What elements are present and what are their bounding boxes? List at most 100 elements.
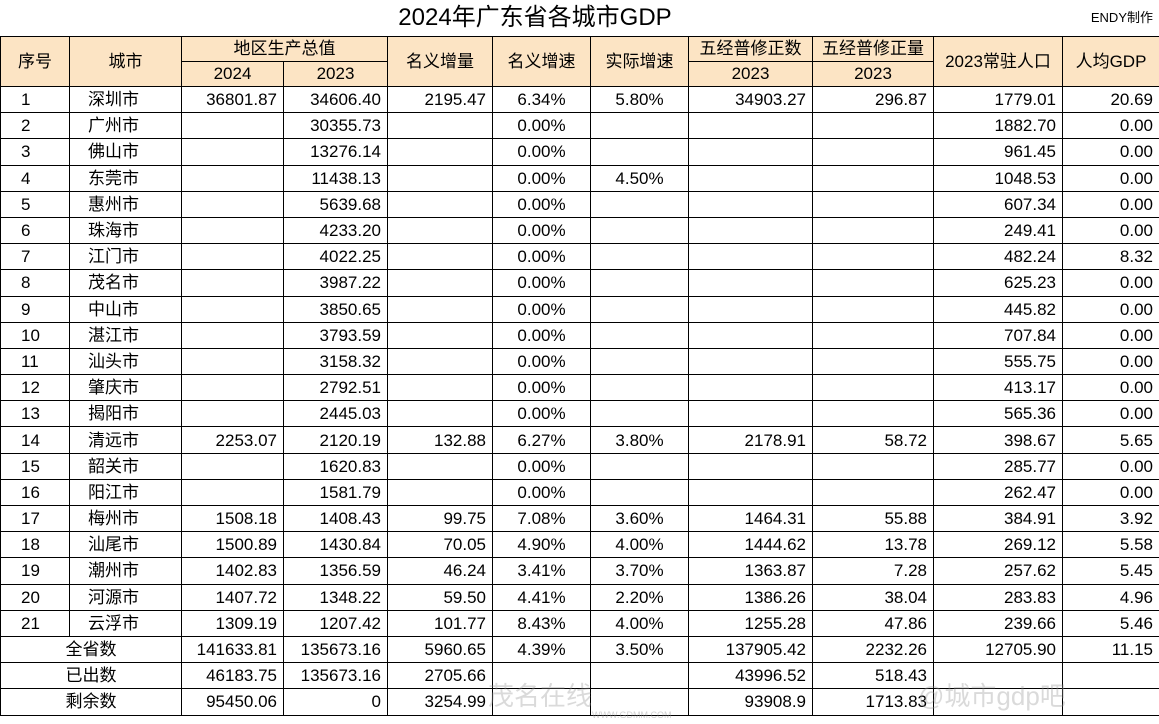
cell-gdp-2023: 13276.14	[283, 138, 388, 166]
cell-per-capita: 0.00	[1062, 400, 1159, 428]
cell-real-growth	[590, 112, 689, 140]
cell-revised-value	[688, 347, 813, 376]
cell-gdp-2024	[181, 112, 284, 140]
cell-real-growth: 4.50%	[590, 164, 689, 192]
table-row: 10 湛江市 3793.59 0.00% 707.84 0.00	[0, 321, 1159, 349]
cell-gdp-2023: 3987.22	[283, 269, 388, 297]
cell-revised-amount: 58.72	[812, 426, 934, 454]
cell-revised-amount	[812, 321, 934, 349]
summary-cell-gdp-2023: 0	[283, 688, 388, 716]
table-row: 4 东莞市 11438.13 0.00% 4.50% 1048.53 0.00	[0, 164, 1159, 192]
summary-cell-gdp-2024: 95450.06	[181, 688, 284, 716]
cell-gdp-2023: 1207.42	[283, 609, 388, 637]
cell-city: 河源市	[69, 583, 182, 611]
cell-city: 韶关市	[69, 452, 182, 480]
cell-nominal-growth: 3.41%	[492, 557, 591, 585]
cell-per-capita: 5.65	[1062, 426, 1159, 454]
summary-cell-per-capita: 11.15	[1062, 635, 1159, 664]
cell-nominal-increase	[387, 216, 493, 245]
table-row: 1 深圳市 36801.87 34606.40 2195.47 6.34% 5.80% 349…	[0, 85, 1159, 114]
cell-revised-amount	[812, 164, 934, 192]
gdp-table: 序号 城市 地区生产总值 名义增量 名义增速 实际增速 五经普修正数 五经普修正…	[0, 36, 1159, 716]
cell-city: 肇庆市	[69, 374, 182, 402]
cell-gdp-2023: 1408.43	[283, 504, 388, 533]
cell-gdp-2024	[181, 269, 284, 297]
cell-nominal-increase	[387, 374, 493, 402]
cell-revised-value	[688, 138, 813, 166]
summary-cell-revised-value: 137905.42	[688, 635, 813, 664]
cell-real-growth	[590, 347, 689, 376]
cell-per-capita: 0.00	[1062, 112, 1159, 140]
cell-nominal-growth: 0.00%	[492, 347, 591, 376]
cell-nominal-growth: 0.00%	[492, 374, 591, 402]
cell-revised-value: 2178.91	[688, 426, 813, 454]
cell-revised-value	[688, 243, 813, 271]
cell-nominal-increase	[387, 452, 493, 480]
cell-gdp-2024	[181, 478, 284, 507]
cell-nominal-increase: 2195.47	[387, 85, 493, 114]
cell-gdp-2024	[181, 452, 284, 480]
cell-nominal-increase	[387, 321, 493, 349]
table-row: 11 汕头市 3158.32 0.00% 555.75 0.00	[0, 347, 1159, 376]
cell-revised-value	[688, 164, 813, 192]
cell-population: 555.75	[933, 347, 1063, 376]
cell-real-growth: 4.00%	[590, 609, 689, 637]
cell-real-growth	[590, 138, 689, 166]
cell-real-growth	[590, 374, 689, 402]
cell-revised-amount	[812, 452, 934, 480]
cell-nominal-increase	[387, 190, 493, 218]
cell-gdp-2024	[181, 216, 284, 245]
summary-cell-label: 已出数	[0, 662, 182, 690]
cell-index: 18	[0, 531, 70, 559]
cell-gdp-2024	[181, 295, 284, 323]
cell-nominal-growth: 0.00%	[492, 112, 591, 140]
cell-index: 17	[0, 504, 70, 533]
cell-index: 16	[0, 478, 70, 507]
cell-gdp-2023: 1581.79	[283, 478, 388, 507]
cell-index: 7	[0, 243, 70, 271]
cell-city: 阳江市	[69, 478, 182, 507]
cell-gdp-2024	[181, 321, 284, 349]
cell-nominal-increase: 70.05	[387, 531, 493, 559]
cell-nominal-increase	[387, 400, 493, 428]
cell-real-growth	[590, 478, 689, 507]
cell-gdp-2023: 2445.03	[283, 400, 388, 428]
cell-nominal-growth: 0.00%	[492, 295, 591, 323]
table-row: 5 惠州市 5639.68 0.00% 607.34 0.00	[0, 190, 1159, 218]
cell-gdp-2023: 34606.40	[283, 85, 388, 114]
cell-revised-value: 1363.87	[688, 557, 813, 585]
table-row: 3 佛山市 13276.14 0.00% 961.45 0.00	[0, 138, 1159, 166]
cell-nominal-growth: 0.00%	[492, 190, 591, 218]
table-row: 2 广州市 30355.73 0.00% 1882.70 0.00	[0, 112, 1159, 140]
cell-index: 11	[0, 347, 70, 376]
cell-population: 413.17	[933, 374, 1063, 402]
cell-revised-value: 1255.28	[688, 609, 813, 637]
cell-city: 湛江市	[69, 321, 182, 349]
header-revised-amount: 五经普修正量	[812, 36, 934, 62]
cell-nominal-growth: 0.00%	[492, 452, 591, 480]
table-row: 9 中山市 3850.65 0.00% 445.82 0.00	[0, 295, 1159, 323]
cell-nominal-growth: 6.27%	[492, 426, 591, 454]
cell-index: 9	[0, 295, 70, 323]
cell-city: 潮州市	[69, 557, 182, 585]
cell-index: 8	[0, 269, 70, 297]
cell-real-growth	[590, 295, 689, 323]
table-row: 7 江门市 4022.25 0.00% 482.24 8.32	[0, 243, 1159, 271]
cell-nominal-growth: 0.00%	[492, 269, 591, 297]
summary-cell-nominal-increase: 2705.66	[387, 662, 493, 690]
header-nominal-increase: 名义增量	[387, 36, 493, 87]
cell-revised-amount	[812, 400, 934, 428]
cell-nominal-growth: 6.34%	[492, 85, 591, 114]
cell-revised-amount: 47.86	[812, 609, 934, 637]
summary-cell-revised-amount: 1713.83	[812, 688, 934, 716]
cell-population: 1779.01	[933, 85, 1063, 114]
cell-gdp-2023: 4233.20	[283, 216, 388, 245]
summary-cell-label: 剩余数	[0, 688, 182, 716]
cell-nominal-growth: 0.00%	[492, 478, 591, 507]
cell-revised-amount: 296.87	[812, 85, 934, 114]
cell-gdp-2024: 1500.89	[181, 531, 284, 559]
table-row: 13 揭阳市 2445.03 0.00% 565.36 0.00	[0, 400, 1159, 428]
title-bar: 2024年广东省各城市GDP ENDY制作	[0, 0, 1159, 36]
cell-revised-amount: 7.28	[812, 557, 934, 585]
cell-index: 5	[0, 190, 70, 218]
